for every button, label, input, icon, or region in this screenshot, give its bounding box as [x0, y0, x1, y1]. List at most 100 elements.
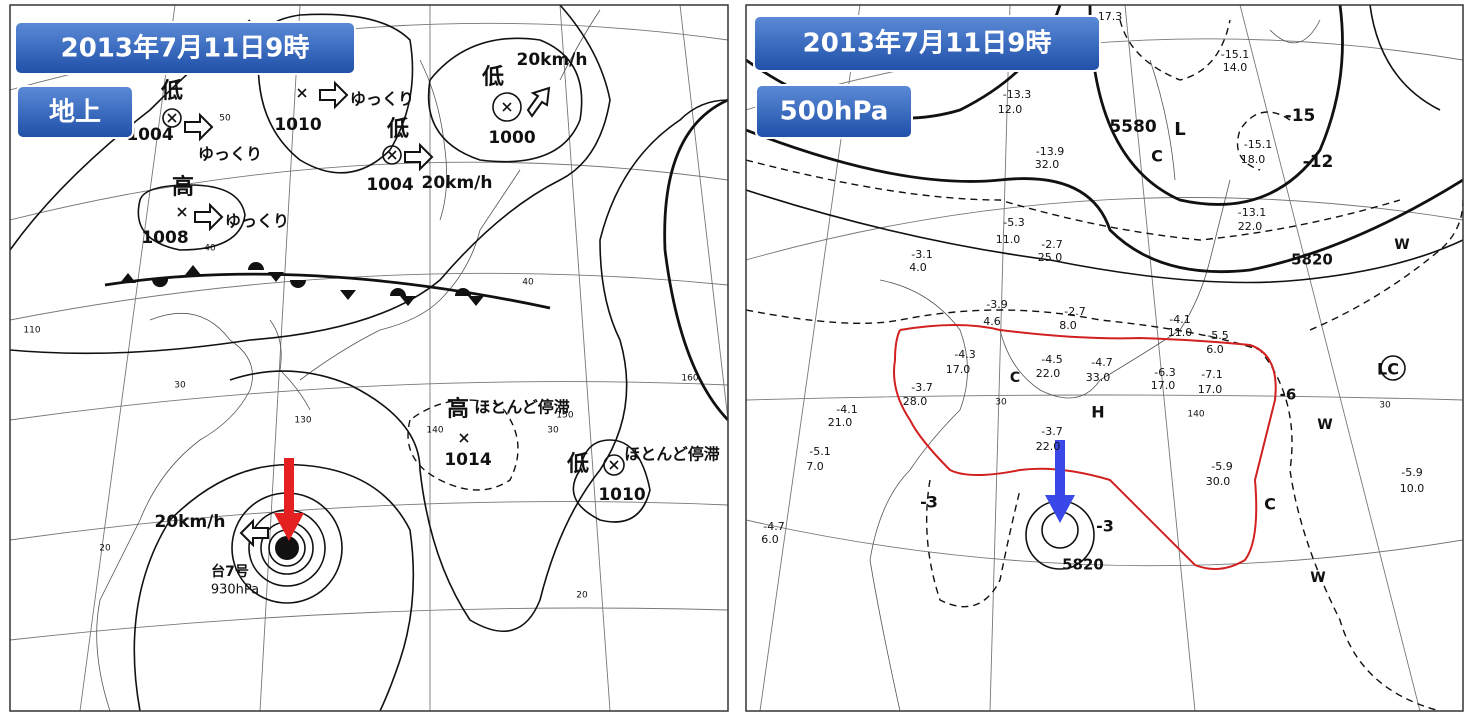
map-label: 22.0 [1036, 440, 1061, 453]
map-label: -3 [920, 493, 938, 512]
map-label: W [1394, 237, 1409, 253]
map-label: -4.7 [1091, 356, 1112, 369]
map-label: 22.0 [1238, 220, 1263, 233]
map-label: -5.5 [1207, 329, 1228, 342]
map-label: -13.1 [1238, 206, 1266, 219]
map-label: -4.1 [836, 403, 857, 416]
map-label: -15 [1285, 106, 1316, 126]
map-label: 1010 [598, 485, 645, 505]
map-label: -6.3 [1154, 366, 1175, 379]
grid-label: 110 [23, 326, 40, 336]
movement-arrows [184, 80, 551, 548]
upper-labels: 5580 LC-15-125820WLC-6WCWHC-3-35820-5.930… [761, 10, 1424, 586]
map-label: 6.0 [1206, 343, 1224, 356]
map-label: 1000 [488, 128, 535, 148]
date: 2013年7月11日9時 [61, 33, 310, 64]
map-label: -5.9 [1401, 466, 1422, 479]
coastlines [869, 19, 1321, 711]
map-label: ほとんど停滞 [474, 398, 570, 417]
map-label: W [1310, 570, 1325, 586]
map-label: ゆっくり [350, 90, 414, 109]
map-label: -4.1 [1169, 313, 1190, 326]
map-label: 台7号 [211, 563, 249, 580]
map-label: 25.0 [1038, 251, 1063, 264]
map-label: -7.1 [1201, 368, 1222, 381]
map-label: 1004 [366, 175, 413, 195]
map-label: -5.3 [1003, 216, 1024, 229]
map-label: 低 [566, 452, 589, 477]
map-label: 30.0 [1206, 475, 1231, 488]
level: 500hPa [780, 97, 889, 127]
grid-label: 40 [522, 278, 534, 288]
map-label: ゆっくり [225, 212, 289, 231]
map-label: C [1151, 147, 1163, 166]
map-label: 6.0 [761, 533, 779, 546]
map-label: 1004 [126, 125, 173, 145]
typhoon-arrow [274, 458, 304, 541]
date-box [14, 21, 356, 75]
level-box [16, 85, 134, 139]
map-label: -12 [1303, 152, 1334, 172]
map-label: 高 [172, 174, 194, 200]
panel-border [9, 4, 729, 712]
map-label: C [1264, 495, 1276, 514]
surface-title: 2013年7月11日9時 地上 [14, 21, 356, 139]
graticule [746, 5, 1463, 711]
date: 2013年7月11日9時 [803, 28, 1052, 59]
grid-label: 160 [681, 374, 698, 384]
grid-label: 30 [995, 398, 1007, 408]
level: 地上 [49, 98, 101, 128]
map-label: 21.0 [828, 416, 853, 429]
date-box [753, 15, 1101, 72]
center-marks [167, 88, 619, 470]
grid-label: 130 [294, 416, 311, 426]
map-label: C [1010, 370, 1020, 386]
map-label: -4.5 [1041, 353, 1062, 366]
map-label: 17.0 [946, 363, 971, 376]
map-label: 12.0 [998, 103, 1023, 116]
map-label: 33.0 [1086, 371, 1111, 384]
map-label: 1008 [141, 228, 188, 248]
map-label: 8.0 [1059, 319, 1077, 332]
map-label: 1010 [274, 115, 321, 135]
map-label: 20km/h [155, 512, 226, 532]
map-label: 20km/h [422, 173, 493, 193]
map-label: -2.7 [1041, 238, 1062, 251]
map-label: 22.0 [1036, 367, 1061, 380]
grid-label: 150 [556, 411, 573, 421]
map-label: W [1317, 417, 1332, 433]
map-label: -3.9 [986, 298, 1007, 311]
map-label: -17.3 [1094, 10, 1122, 23]
map-label: 32.0 [1035, 158, 1060, 171]
map-label: -15.1 [1244, 138, 1272, 151]
map-label: 高 [447, 396, 469, 422]
level-box [755, 84, 913, 139]
map-label: -13.9 [1036, 145, 1064, 158]
map-label: 28.0 [903, 395, 928, 408]
map-label: LC [1377, 360, 1399, 379]
map-label: H [1091, 403, 1104, 422]
grid-label: 30 [174, 381, 186, 391]
map-label: ゆっくり [198, 145, 262, 164]
map-label: 11.0 [996, 233, 1021, 246]
map-label: 4.6 [983, 315, 1001, 328]
map-label: -6 [1280, 386, 1297, 404]
grid-label: 50 [219, 114, 231, 124]
grid-label: 30 [547, 426, 559, 436]
map-label: -4.3 [954, 348, 975, 361]
map-label: 1014 [444, 450, 491, 470]
map-label: 低 [481, 65, 504, 90]
typhoon-arrow [1045, 440, 1075, 523]
map-label: 低 [160, 79, 183, 104]
map-label: 17.0 [1198, 383, 1223, 396]
map-label: 18.0 [1241, 153, 1266, 166]
grid-label: 20 [99, 544, 111, 554]
upper-title: 2013年7月11日9時 500hPa [753, 15, 1101, 139]
coastlines [96, 9, 601, 711]
stationary-front [104, 262, 551, 310]
grid-label: 140 [1187, 410, 1204, 420]
map-label: 14.0 [1223, 61, 1248, 74]
map-label: 11.0 [1168, 326, 1193, 339]
